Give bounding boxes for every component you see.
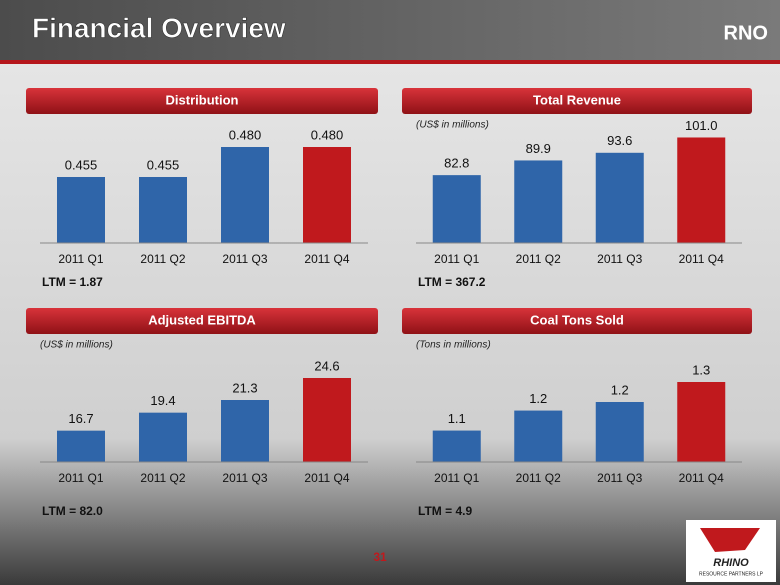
bar <box>303 378 351 462</box>
value-label: 101.0 <box>685 118 718 133</box>
x-tick-label: 2011 Q1 <box>58 471 103 485</box>
logo-subtext: RESOURCE PARTNERS LP <box>699 571 764 577</box>
chart-subtitle: (Tons in millions) <box>416 340 491 351</box>
value-label: 1.3 <box>692 362 710 377</box>
chart-note: LTM = 367.2 <box>418 275 486 289</box>
bar <box>514 160 563 243</box>
value-label: 82.8 <box>444 156 469 171</box>
bar <box>221 400 269 462</box>
value-label: 21.3 <box>232 380 257 395</box>
page-number: 31 <box>373 550 387 564</box>
x-tick-label: 2011 Q4 <box>679 471 724 485</box>
x-tick-label: 2011 Q3 <box>597 471 642 485</box>
value-label: 1.2 <box>611 382 629 397</box>
value-label: 0.455 <box>65 157 98 172</box>
chart-title: Distribution <box>166 92 239 107</box>
chart-title: Total Revenue <box>533 92 621 107</box>
bar <box>57 177 105 243</box>
panel-header <box>26 308 378 334</box>
panel-header <box>402 308 752 334</box>
x-tick-label: 2011 Q3 <box>222 252 267 266</box>
panel-header <box>26 88 378 114</box>
ticker: RNO <box>724 22 768 44</box>
x-tick-label: 2011 Q4 <box>304 471 349 485</box>
value-label: 16.7 <box>68 411 93 426</box>
x-tick-label: 2011 Q4 <box>304 252 349 266</box>
value-label: 1.2 <box>529 391 547 406</box>
value-label: 0.455 <box>147 157 180 172</box>
panel-header <box>402 88 752 114</box>
value-label: 24.6 <box>314 358 339 373</box>
value-label: 19.4 <box>150 393 175 408</box>
logo-mark <box>700 528 760 552</box>
bar <box>432 175 481 243</box>
slide-title: Financial Overview <box>32 12 286 43</box>
x-tick-label: 2011 Q1 <box>58 252 103 266</box>
chart-note: LTM = 4.9 <box>418 504 472 518</box>
chart-title: Adjusted EBITDA <box>148 312 256 327</box>
value-label: 0.480 <box>229 127 262 142</box>
x-tick-label: 2011 Q1 <box>434 471 479 485</box>
chart-note: LTM = 1.87 <box>42 275 103 289</box>
logo-text: RHINO <box>713 557 749 569</box>
bar <box>221 147 269 243</box>
bar <box>595 402 644 462</box>
bar <box>677 137 726 243</box>
chart-title: Coal Tons Sold <box>530 312 624 327</box>
x-tick-label: 2011 Q2 <box>140 471 185 485</box>
value-label: 1.1 <box>448 411 466 426</box>
chart-subtitle: (US$ in millions) <box>40 340 113 351</box>
x-tick-label: 2011 Q2 <box>516 252 561 266</box>
top-banner <box>0 0 780 60</box>
bar <box>677 382 726 462</box>
x-tick-label: 2011 Q2 <box>516 471 561 485</box>
x-tick-label: 2011 Q4 <box>679 252 724 266</box>
bar <box>514 410 563 462</box>
x-tick-label: 2011 Q2 <box>140 252 185 266</box>
bar <box>303 147 351 243</box>
chart-note: LTM = 82.0 <box>42 504 103 518</box>
bar <box>139 412 187 462</box>
banner-rule <box>0 60 780 64</box>
value-label: 0.480 <box>311 127 344 142</box>
x-tick-label: 2011 Q1 <box>434 252 479 266</box>
bar <box>432 430 481 462</box>
bar <box>139 177 187 243</box>
value-label: 89.9 <box>526 141 551 156</box>
bar <box>57 430 105 462</box>
x-tick-label: 2011 Q3 <box>597 252 642 266</box>
value-label: 93.6 <box>607 133 632 148</box>
bar <box>595 152 644 243</box>
x-tick-label: 2011 Q3 <box>222 471 267 485</box>
chart-subtitle: (US$ in millions) <box>416 120 489 131</box>
